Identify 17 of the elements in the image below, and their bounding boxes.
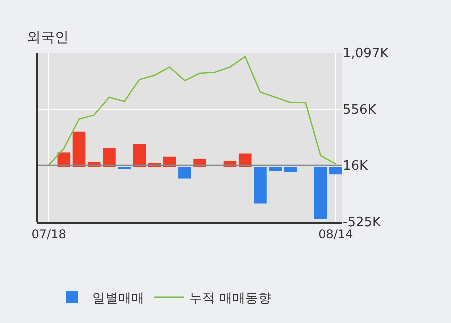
bar <box>314 167 328 220</box>
legend-label: 일별매매 <box>92 292 144 307</box>
line-series <box>48 56 337 166</box>
bar <box>133 144 146 168</box>
y-tick-label: 556K <box>343 102 377 118</box>
y-tick-label: 1,097K <box>343 46 390 62</box>
bar <box>330 167 342 175</box>
bar <box>72 132 86 168</box>
x-tick-label: 07/18 <box>32 227 66 242</box>
bar <box>269 167 282 172</box>
bar <box>284 167 298 173</box>
chart-title: 외국인 <box>27 30 70 46</box>
y-tick-label: 16K <box>343 159 369 174</box>
legend-label: 누적 매매동향 <box>189 292 272 307</box>
bar <box>178 167 192 179</box>
bar <box>103 148 116 168</box>
bar <box>254 167 267 204</box>
